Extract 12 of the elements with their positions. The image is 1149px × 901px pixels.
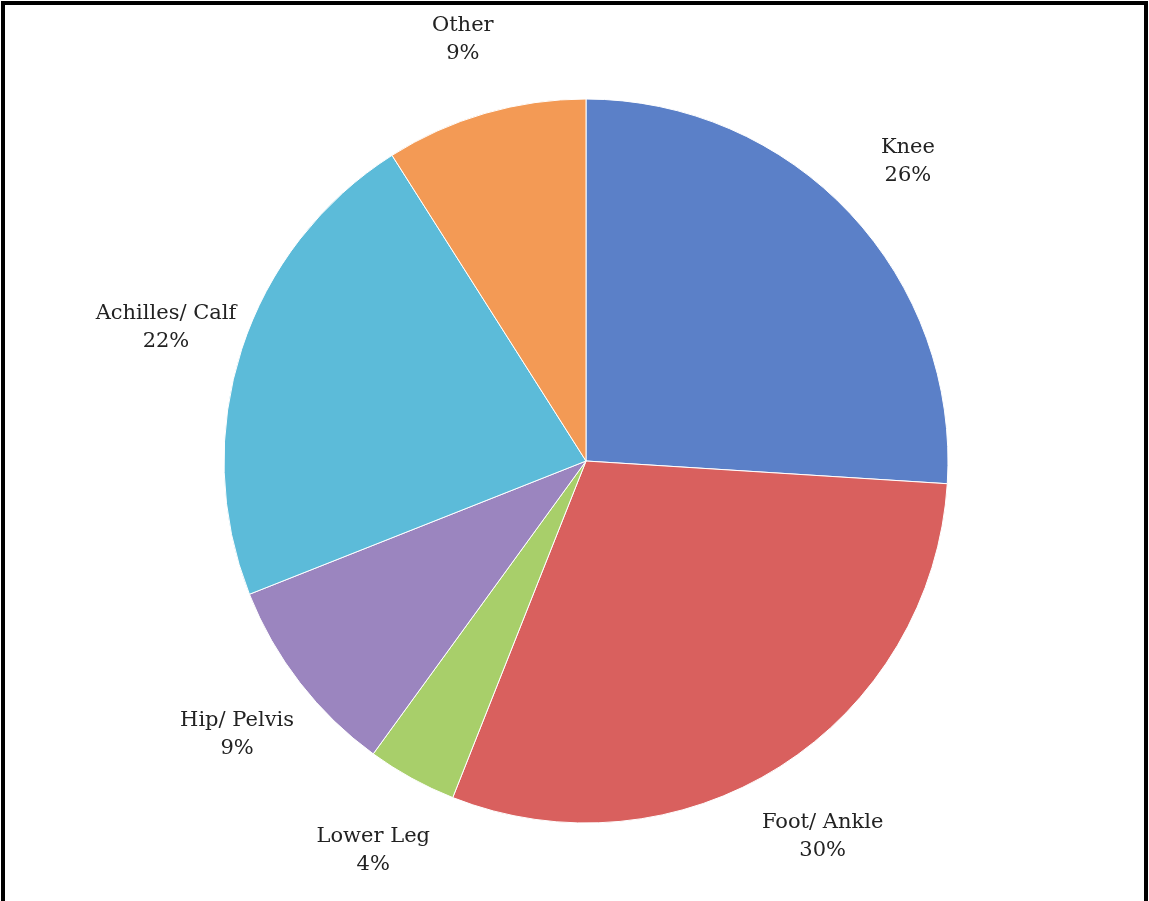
data-label: 30% [799, 836, 846, 861]
slice-label: Foot/ Ankle [761, 808, 884, 833]
slice-label: Hip/ Pelvis [180, 706, 294, 731]
data-label: 4% [356, 851, 390, 876]
data-label: 9% [446, 39, 480, 64]
slice-label: Lower Leg [316, 823, 430, 848]
slice-label: Knee [880, 133, 935, 158]
data-label: 26% [884, 161, 932, 186]
slice-label: Achilles/ Calf [94, 299, 239, 324]
slice-label: Other [431, 11, 495, 36]
data-label: 9% [220, 734, 254, 759]
data-label: 22% [142, 327, 190, 352]
